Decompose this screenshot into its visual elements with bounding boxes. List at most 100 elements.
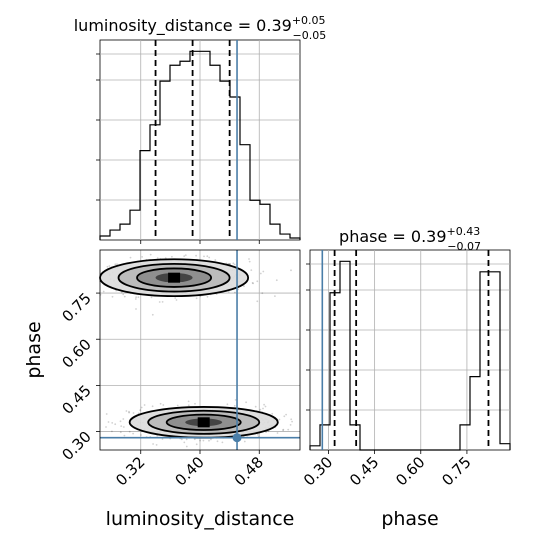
scatter-point: [285, 413, 287, 416]
scatter-point: [114, 423, 117, 426]
scatter-point: [123, 295, 126, 298]
scatter-point: [143, 404, 146, 406]
x-tick-label: 0.30: [300, 453, 336, 489]
scatter-point: [152, 443, 155, 445]
scatter-point: [202, 439, 205, 442]
scatter-point: [187, 404, 190, 407]
x-axis-label-phase: phase: [381, 508, 438, 530]
scatter-point: [206, 255, 209, 258]
density-peak: [197, 417, 210, 428]
scatter-point: [278, 418, 281, 421]
scatter-point: [262, 407, 264, 410]
scatter-point: [256, 280, 259, 283]
phase-title: phase = 0.39+0.43 −0.07: [339, 225, 481, 253]
scatter-point: [158, 301, 161, 303]
2d-density-panel: 0.32 0.40 0.48 0.30 0.45 0.60 0.75 luminosity…: [23, 249, 301, 530]
scatter-point: [263, 403, 265, 406]
scatter-point: [140, 434, 142, 436]
scatter-point: [250, 269, 253, 271]
gridlines: [310, 250, 510, 450]
scatter-point: [185, 445, 188, 448]
scatter-point: [156, 434, 159, 437]
scatter-point: [259, 408, 262, 411]
scatter-point: [141, 256, 144, 258]
contour-line: [117, 262, 231, 293]
scatter-point: [187, 400, 190, 403]
quantile-lines: [333, 250, 490, 450]
x-axis-label-luminosity-distance: luminosity_distance: [106, 508, 295, 530]
y-tick-label: 0.75: [58, 289, 94, 325]
scatter-point: [221, 441, 224, 444]
scatter-point: [174, 297, 177, 299]
scatter-point: [114, 263, 117, 266]
luminosity-distance-title: luminosity_distance = 0.39+0.05 −0.05: [74, 14, 327, 42]
scatter-point: [151, 405, 154, 408]
scatter-point: [161, 438, 164, 440]
scatter-point: [128, 411, 131, 414]
scatter-point: [257, 433, 259, 436]
histogram-step-line: [309, 260, 511, 451]
scatter-point: [171, 255, 173, 258]
scatter-point: [248, 260, 251, 263]
scatter-point: [155, 444, 158, 446]
y-tick-label: 0.45: [58, 381, 94, 417]
scatter-point: [150, 296, 153, 299]
scatter-point: [290, 269, 292, 272]
scatter-point: [132, 432, 135, 435]
scatter-point: [129, 256, 132, 259]
scatter-point: [185, 438, 188, 441]
scatter-point: [106, 265, 109, 268]
scatter-point: [184, 254, 187, 256]
scatter-point: [243, 285, 245, 288]
scatter-point: [193, 438, 196, 441]
x-tick-label: 0.40: [171, 453, 207, 489]
scatter-point: [134, 298, 137, 300]
scatter-point: [195, 297, 198, 300]
contour-line: [136, 267, 213, 288]
scatter-point: [245, 401, 248, 404]
scatter-point: [119, 431, 122, 434]
y-tick-marks: [96, 53, 260, 244]
scatter-point: [132, 412, 135, 414]
scatter-point: [128, 410, 130, 413]
scatter-point: [119, 420, 122, 423]
x-ticks: 0.32 0.40 0.48: [112, 450, 267, 489]
scatter-point: [287, 428, 290, 431]
scatter-point: [233, 404, 236, 407]
scatter-point: [289, 424, 292, 426]
scatter-point: [162, 404, 165, 406]
scatter-point: [199, 439, 202, 442]
x-tick-label: 0.48: [231, 453, 267, 489]
scatter-point: [234, 291, 236, 294]
scatter-point: [232, 262, 235, 265]
scatter-point: [203, 255, 205, 258]
scatter-point: [116, 263, 118, 266]
scatter-point: [290, 418, 293, 421]
scatter-point: [206, 295, 209, 298]
scatter-point: [135, 296, 138, 299]
scatter-point: [259, 272, 262, 275]
panel-frame: [309, 249, 511, 451]
scatter-point: [264, 405, 267, 408]
scatter-point: [195, 443, 198, 446]
scatter-point: [227, 291, 230, 293]
scatter-point: [122, 293, 125, 296]
scatter-point: [111, 430, 113, 433]
scatter-point: [208, 256, 211, 259]
scatter-point: [120, 291, 123, 294]
scatter-point: [256, 300, 259, 303]
scatter-point: [194, 402, 196, 405]
contour-line: [147, 409, 261, 435]
scatter-point: [111, 422, 114, 424]
scatter-point: [105, 413, 108, 415]
scatter-point: [183, 441, 186, 444]
scatter-point: [176, 404, 179, 407]
scatter-point: [254, 405, 257, 408]
scatter-point: [183, 255, 186, 257]
scatter-point: [140, 406, 143, 409]
scatter-point: [159, 402, 162, 405]
scatter-point: [262, 270, 265, 273]
scatter-point: [282, 428, 285, 431]
scatter-point: [226, 403, 229, 406]
scatter-point: [156, 257, 159, 259]
